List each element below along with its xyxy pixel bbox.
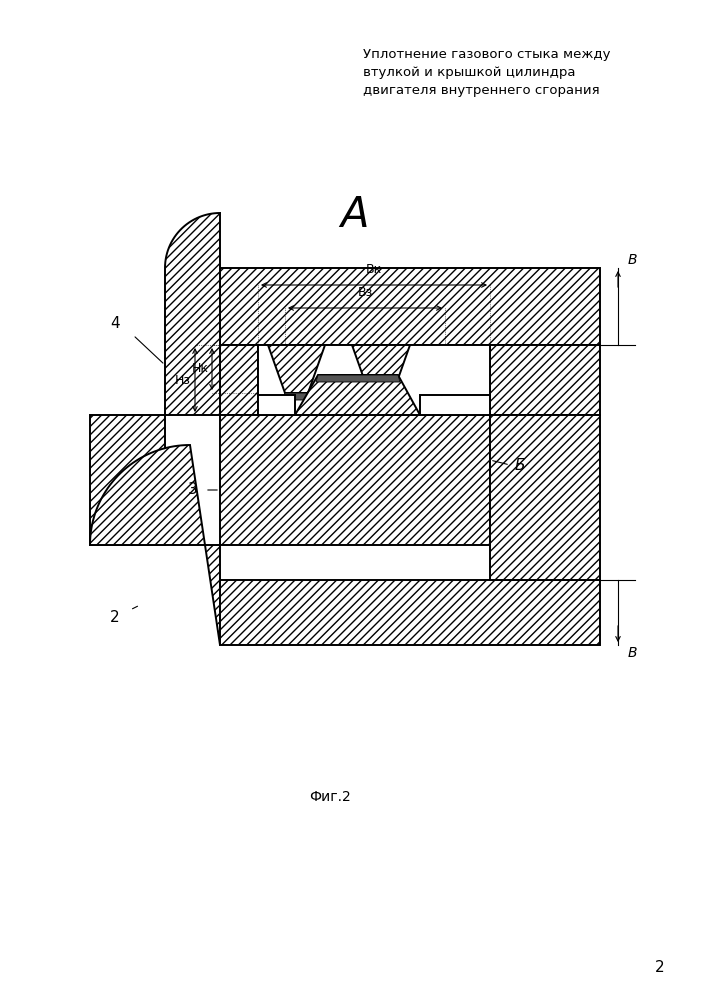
- Polygon shape: [220, 268, 600, 345]
- Text: Нк: Нк: [192, 362, 209, 375]
- Polygon shape: [258, 345, 490, 415]
- Text: Вз: Вз: [357, 286, 373, 299]
- Text: 2: 2: [110, 610, 119, 626]
- Text: Нз: Нз: [175, 373, 191, 386]
- Polygon shape: [490, 415, 600, 580]
- Polygon shape: [220, 580, 600, 645]
- Polygon shape: [335, 345, 380, 415]
- Text: Уплотнение газового стыка между
втулкой и крышкой цилиндра
двигателя внутреннего: Уплотнение газового стыка между втулкой …: [363, 48, 611, 97]
- Polygon shape: [295, 375, 420, 415]
- Text: В: В: [628, 646, 638, 660]
- Polygon shape: [283, 393, 310, 400]
- Text: Фиг.2: Фиг.2: [309, 790, 351, 804]
- Polygon shape: [316, 375, 400, 382]
- Polygon shape: [220, 345, 258, 415]
- Text: 3: 3: [188, 483, 198, 497]
- Polygon shape: [258, 408, 272, 415]
- Polygon shape: [220, 415, 490, 545]
- Polygon shape: [490, 345, 600, 415]
- Polygon shape: [165, 213, 220, 415]
- Text: Вк: Вк: [366, 263, 382, 276]
- Text: 2: 2: [655, 960, 665, 976]
- Text: В: В: [628, 253, 638, 267]
- Polygon shape: [476, 408, 490, 415]
- Polygon shape: [352, 345, 410, 393]
- Text: Б: Б: [515, 458, 525, 473]
- Polygon shape: [420, 395, 490, 415]
- Polygon shape: [90, 445, 220, 645]
- Text: А: А: [340, 194, 368, 236]
- Polygon shape: [258, 395, 295, 415]
- Polygon shape: [367, 393, 395, 400]
- Polygon shape: [90, 415, 165, 545]
- Polygon shape: [268, 345, 325, 393]
- Text: 4: 4: [110, 316, 119, 330]
